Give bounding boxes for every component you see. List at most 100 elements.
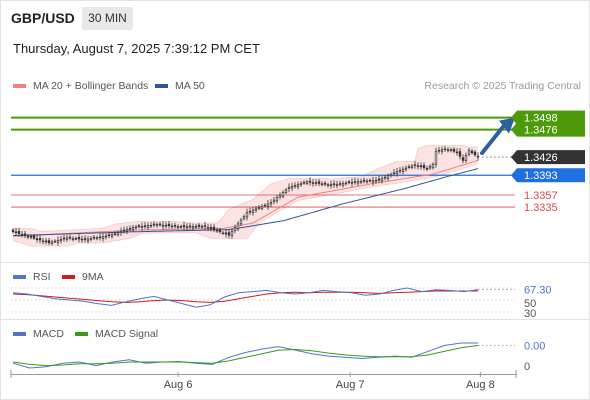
candle-down <box>353 181 357 183</box>
legend-ma50-label: MA 50 <box>175 80 205 92</box>
arrow-shaft <box>480 123 506 156</box>
candle-down <box>98 236 102 239</box>
candle-down <box>473 151 477 156</box>
candle-down <box>323 182 327 185</box>
resistance-level-tag <box>517 110 585 125</box>
candle-up <box>401 168 405 172</box>
pivot-level-tag-pointer <box>511 168 517 183</box>
candle-down <box>107 234 111 236</box>
candle-up <box>350 181 354 184</box>
candle-up <box>320 183 324 186</box>
candle-up <box>176 226 180 228</box>
candle-up <box>233 227 237 232</box>
candle-down <box>44 240 48 243</box>
last-level-label: 1.3426 <box>524 152 558 164</box>
legend-rsi-label: RSI <box>33 271 51 283</box>
candle-up <box>59 239 63 241</box>
candle-up <box>119 231 123 233</box>
bollinger-bands <box>12 145 479 247</box>
ma20-swatch <box>13 84 26 88</box>
candle-down <box>449 149 453 151</box>
candle-up <box>341 183 345 186</box>
candle-down <box>35 238 39 241</box>
candle-down <box>422 165 426 169</box>
resistance-level-tag-pointer <box>511 110 517 125</box>
candles <box>11 145 480 246</box>
candle-down <box>227 232 231 236</box>
candle-down <box>179 226 183 228</box>
candle-up <box>389 173 393 177</box>
symbol-title: GBP/USD <box>11 10 75 26</box>
candle-up <box>80 238 84 241</box>
target-arrow <box>480 117 515 156</box>
candle-up <box>131 227 135 231</box>
legend-rsi: RSI <box>13 271 51 283</box>
timeframe-button[interactable]: 30 MIN <box>82 7 133 30</box>
macd-value-label: 0.00 <box>524 340 545 352</box>
candle-up <box>110 234 114 237</box>
candle-down <box>203 225 207 227</box>
candle-up <box>335 183 339 186</box>
candle-up <box>446 149 450 151</box>
candle-up <box>191 226 195 229</box>
candle-down <box>164 224 168 227</box>
candle-up <box>236 223 240 230</box>
candle-up <box>374 180 378 182</box>
candle-up <box>251 209 255 214</box>
candle-up <box>416 165 420 167</box>
candle-up <box>293 185 297 187</box>
candle-down <box>197 224 201 227</box>
candle-up <box>398 169 402 172</box>
candle-up <box>206 227 210 229</box>
candle-up <box>467 150 471 155</box>
candle-up <box>299 183 303 185</box>
candle-down <box>14 231 18 234</box>
last-level-tag-pointer <box>511 150 517 165</box>
candle-down <box>302 181 306 184</box>
candle-up <box>149 224 153 227</box>
candle-down <box>377 178 381 181</box>
candle-up <box>170 225 174 228</box>
pivot-level-label: 1.3393 <box>524 170 558 182</box>
candle-down <box>476 155 480 158</box>
rsi-tick-30: 30 <box>524 308 536 320</box>
candle-up <box>275 197 279 202</box>
candle-down <box>362 179 366 182</box>
arrow-head <box>499 117 515 134</box>
candle-up <box>287 186 291 189</box>
rsi-value-label: 67.30 <box>524 285 552 297</box>
candle-down <box>47 240 51 244</box>
candle-up <box>146 225 150 228</box>
candle-up <box>242 215 246 220</box>
last-level-tag <box>517 150 585 165</box>
candle-up <box>395 171 399 174</box>
candle-up <box>284 189 288 193</box>
candle-down <box>317 181 321 184</box>
resistance-level-tag-pointer <box>511 122 517 137</box>
candle-up <box>26 236 30 238</box>
candle-down <box>62 237 66 240</box>
credit-label: Research © 2025 Trading Central <box>424 80 581 92</box>
candle-down <box>218 229 222 233</box>
candle-down <box>308 180 312 183</box>
rsi-line <box>12 287 479 308</box>
candle-up <box>239 219 243 225</box>
ma50-line <box>12 168 479 237</box>
candle-down <box>461 157 465 161</box>
candle-down <box>419 165 423 168</box>
candle-down <box>347 181 351 183</box>
x-axis: Aug 6 Aug 7 Aug 8 <box>10 370 517 391</box>
candle-up <box>53 240 57 243</box>
bollinger-upper-band <box>13 145 478 232</box>
candle-down <box>368 179 372 182</box>
candle-down <box>143 225 147 227</box>
macd-signal-line <box>12 344 479 367</box>
candle-down <box>167 223 171 227</box>
resistance-level-tag <box>517 122 585 137</box>
candle-up <box>290 186 294 189</box>
legend-rsi-ma: 9MA <box>62 271 104 283</box>
candle-up <box>134 226 138 229</box>
candle-up <box>356 181 360 184</box>
